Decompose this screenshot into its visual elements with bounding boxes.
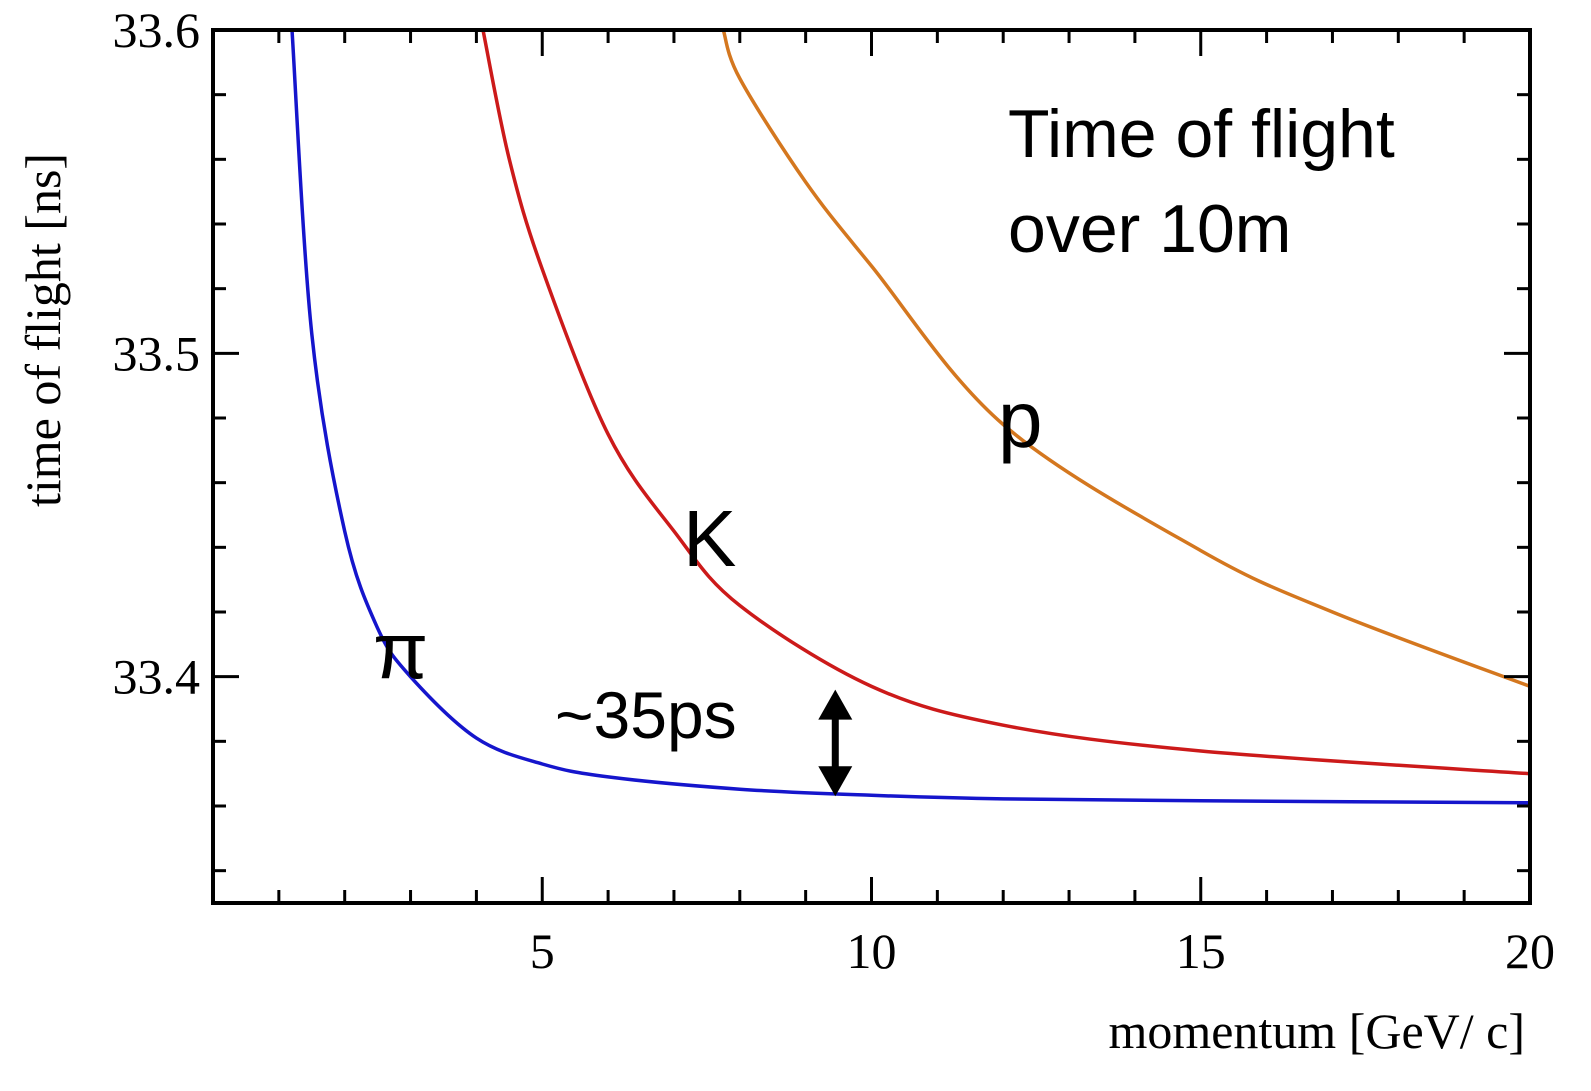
x-tick-labels: 5 10 15 20 <box>530 923 1555 979</box>
series-line-proton <box>721 30 1530 689</box>
series-label-pi: π <box>373 606 428 695</box>
series-line-kaon <box>481 30 1530 776</box>
plot-frame <box>211 28 1532 905</box>
x-tick-label: 5 <box>530 923 555 979</box>
y-tick-labels: 33.4 33.5 33.6 <box>113 2 201 705</box>
separation-arrow <box>818 689 853 797</box>
series-label-k: K <box>683 494 736 583</box>
x-tick-label: 20 <box>1505 923 1555 979</box>
x-axis-title: momentum [GeV/ c] <box>1108 1003 1525 1059</box>
separation-arrow-head-bottom <box>818 766 853 797</box>
y-axis-title: time of flight [ns] <box>15 153 71 507</box>
x-tick-label: 15 <box>1176 923 1226 979</box>
chart-annotation-line2: over 10m <box>1008 191 1291 267</box>
y-tick-label: 33.5 <box>113 325 201 381</box>
curves-layer <box>290 30 1530 805</box>
chart-annotation-line1: Time of flight <box>1008 96 1395 172</box>
series-line-pi <box>290 30 1530 805</box>
separation-arrow-head-top <box>818 689 853 720</box>
y-tick-label: 33.4 <box>113 649 201 705</box>
series-label-p: p <box>998 375 1043 464</box>
x-tick-label: 10 <box>847 923 897 979</box>
separation-label: ~35ps <box>555 678 737 752</box>
ticks-layer <box>213 30 1530 903</box>
y-tick-label: 33.6 <box>113 2 201 58</box>
